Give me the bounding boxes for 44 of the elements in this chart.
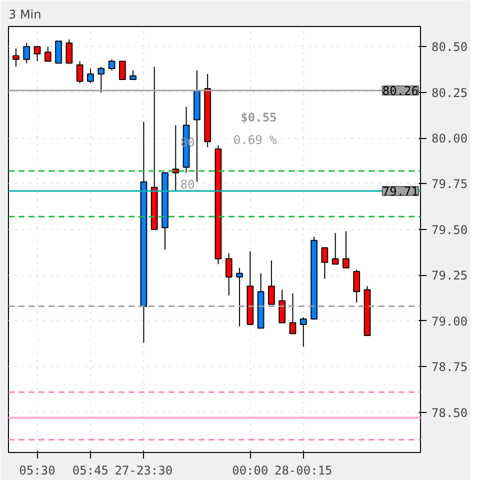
candlestick [98, 66, 105, 93]
annotation: 80 [180, 135, 195, 150]
annotation: 0.69 % [233, 133, 278, 147]
candlestick [353, 269, 360, 304]
y-tick-label: 79.25 [432, 268, 468, 283]
y-tick-label: 80.50 [432, 40, 468, 54]
y-tick-label: 79.00 [432, 314, 468, 328]
y-tick-label: 79.75 [432, 177, 468, 192]
candlestick [278, 289, 286, 324]
x-tick-label: 00:00 [232, 464, 268, 478]
candlestick [332, 232, 339, 265]
candlestick [225, 252, 232, 296]
candlestick [76, 60, 84, 84]
candlestick [44, 46, 52, 62]
candlestick [87, 68, 94, 84]
y-tick-label: 80.00 [432, 132, 468, 146]
y-tick-label: 80.25 [432, 86, 468, 100]
y-tick-label: 78.50 [432, 406, 468, 420]
annotation: 80 [180, 177, 195, 192]
y-tick-label: 79.50 [432, 222, 468, 237]
ref-line-label: 79.71 [382, 184, 418, 199]
candlestick [108, 58, 116, 71]
candlestick [236, 267, 243, 327]
chart-title: 3 Min [8, 8, 42, 22]
x-tick-label: 05:30 [19, 464, 56, 478]
x-tick-label: 05:45 [72, 464, 109, 478]
candlestick [268, 260, 275, 305]
candlestick [55, 40, 62, 64]
candlestick [342, 230, 350, 268]
candlestick [66, 38, 73, 64]
candlestick [289, 292, 296, 334]
candlestick [321, 247, 328, 280]
candlestick [23, 42, 30, 64]
annotation: $0.55 [240, 110, 277, 124]
candlestick [118, 60, 126, 80]
candlestick [300, 316, 307, 347]
x-tick-label: 28-00:15 [274, 464, 332, 478]
candlestick [172, 124, 180, 192]
candlestick [34, 46, 41, 62]
x-tick-label: 27-23:30 [114, 464, 173, 478]
y-tick-label: 78.75 [432, 360, 468, 374]
candlestick [12, 48, 20, 68]
candlestick [130, 70, 136, 80]
ref-line-label: 80.26 [382, 84, 418, 98]
